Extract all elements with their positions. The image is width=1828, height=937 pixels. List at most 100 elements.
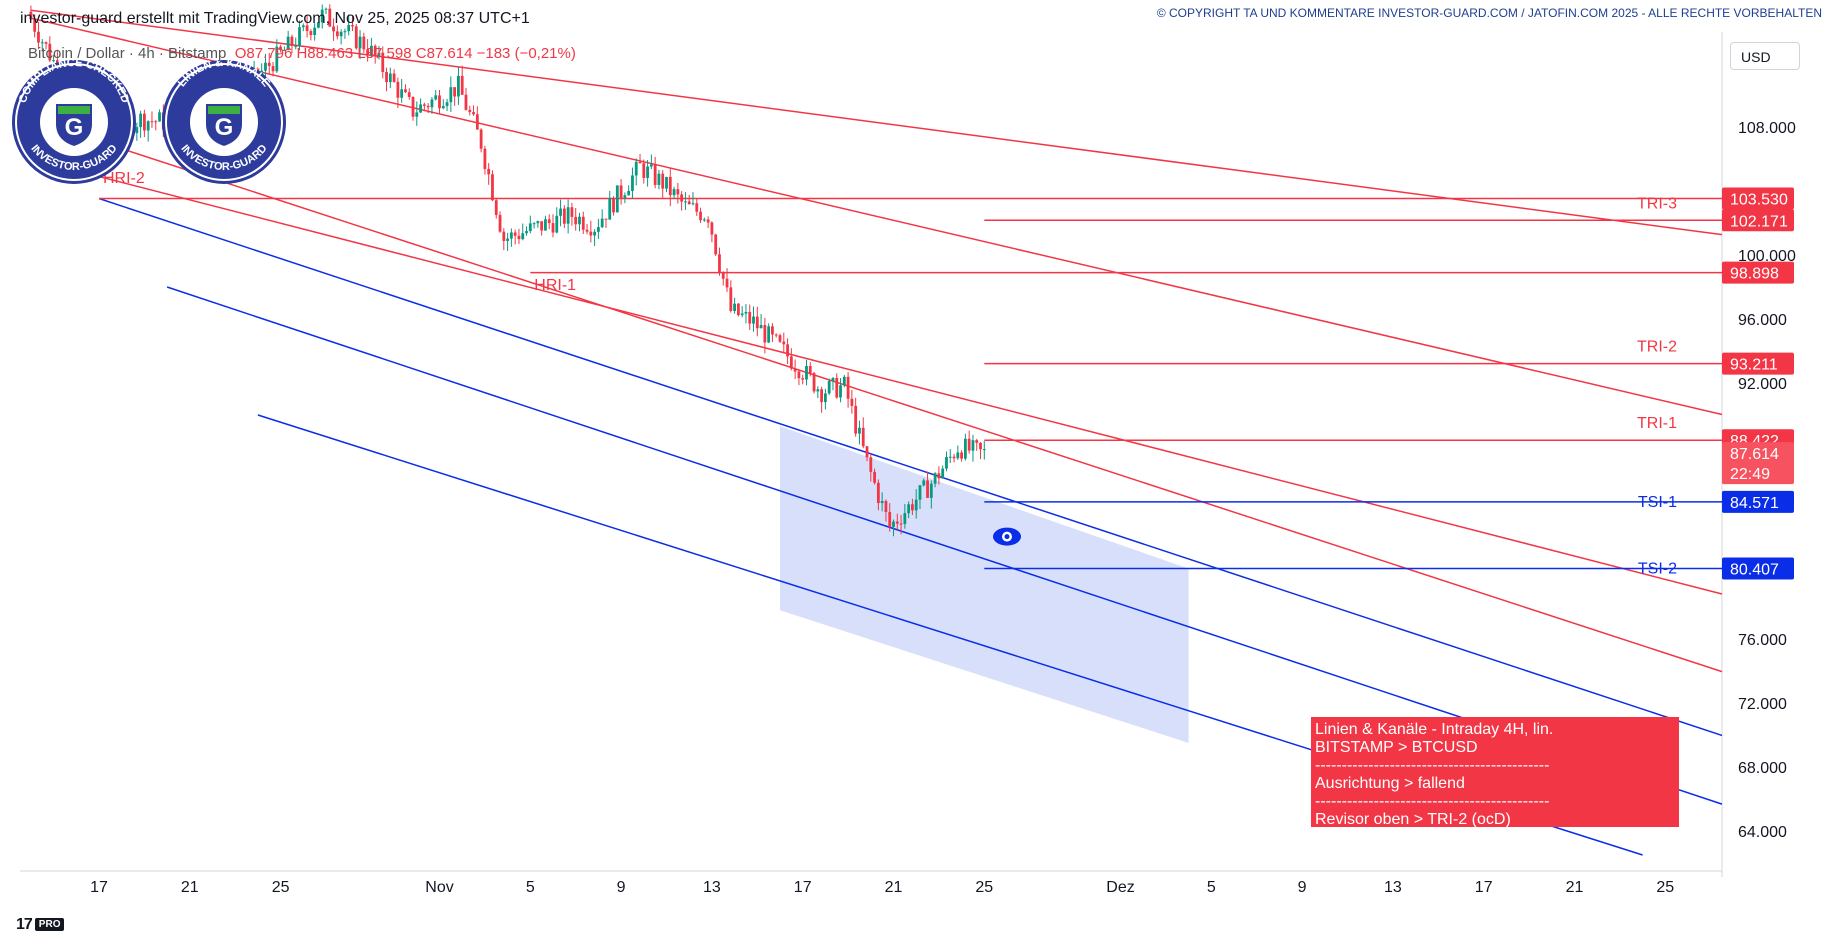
candle-body: [536, 221, 540, 224]
x-tick-label: 21: [885, 879, 903, 896]
shield-icon: [206, 104, 242, 146]
symbol-legend[interactable]: Bitcoin / Dollar · 4h · Bitstamp O87.796…: [28, 45, 576, 62]
candle-body: [317, 22, 320, 28]
candle-body: [975, 440, 979, 443]
last-price-label: 87.614: [1730, 446, 1779, 463]
tradingview-logo-mark: 17: [16, 916, 33, 933]
candle-body: [434, 95, 438, 100]
candle-body: [771, 326, 774, 335]
candle-body: [392, 73, 396, 82]
x-tick-label: 5: [526, 879, 535, 896]
x-tick-label: 25: [1656, 879, 1674, 896]
candle-body: [733, 303, 736, 311]
candle-body: [139, 113, 143, 128]
candle-body: [305, 25, 309, 32]
level-name-label: TRI-3: [1637, 195, 1677, 212]
y-tick-label: 96.000: [1738, 312, 1787, 329]
candle-body: [37, 31, 40, 43]
candle-body: [907, 504, 911, 514]
candle-body: [948, 456, 952, 458]
y-tick-label: 108.000: [1738, 120, 1796, 137]
candle-body: [358, 36, 362, 49]
candle-body: [827, 381, 831, 394]
candle-body: [275, 46, 279, 72]
candle-body: [661, 173, 665, 189]
symbol-name: Bitcoin / Dollar · 4h · Bitstamp: [28, 45, 227, 62]
candle-body: [941, 468, 945, 479]
candle-body: [774, 334, 778, 336]
y-tick-label: 68.000: [1738, 760, 1787, 777]
candle-body: [619, 185, 623, 198]
candle-body: [320, 9, 324, 23]
candle-body: [377, 52, 381, 56]
candle-body: [581, 216, 585, 230]
candle-body: [680, 194, 684, 202]
y-tick-label: 100.000: [1738, 248, 1796, 265]
candle-body: [506, 238, 509, 241]
pivot-label: HRI-1: [534, 277, 576, 294]
candle-body: [562, 208, 566, 224]
candle-body: [729, 287, 733, 311]
candle-body: [880, 500, 884, 504]
candle-body: [835, 378, 839, 398]
candle-body: [657, 173, 661, 185]
candle-body: [600, 218, 604, 228]
candle-body: [676, 189, 680, 195]
candle-body: [854, 405, 858, 434]
candle-body: [479, 129, 483, 149]
candle-body: [483, 148, 487, 169]
currency-selector[interactable]: USD: [1730, 42, 1800, 70]
price-tag: [1722, 261, 1794, 284]
countdown-label: 22:49: [1730, 466, 1770, 483]
candle-body: [366, 49, 370, 55]
candle-body: [426, 105, 430, 108]
candle-body: [404, 89, 407, 93]
info-line-revisor: Revisor oben > TRI-2 (ocD): [1315, 811, 1511, 828]
candle-body: [736, 303, 740, 316]
candle-body: [691, 203, 695, 205]
resistance-trend-line: [30, 9, 1723, 236]
candle-body: [33, 19, 37, 32]
x-tick-label: Nov: [425, 879, 453, 896]
candle-body: [301, 25, 305, 28]
candle-body: [555, 215, 559, 233]
candle-body: [725, 278, 729, 288]
x-tick-label: 21: [181, 879, 199, 896]
x-tick-label: 5: [1207, 879, 1216, 896]
candle-body: [604, 218, 608, 220]
candle-body: [842, 376, 846, 386]
candle-body: [29, 11, 33, 20]
target-zone: [780, 426, 1189, 743]
candle-body: [642, 163, 646, 178]
candle-body: [967, 438, 971, 451]
candle-body: [793, 368, 797, 372]
compliance-badge: G COMPLIANCE CHECKED INVESTOR-GUARD: [12, 57, 136, 184]
candle-body: [468, 109, 472, 113]
candle-body: [464, 94, 468, 110]
candle-body: [313, 27, 317, 35]
candle-body: [929, 483, 933, 498]
candle-body: [271, 66, 275, 72]
price-tag-label: 80.407: [1730, 561, 1779, 578]
candle-body: [646, 166, 649, 178]
candle-body: [309, 31, 313, 35]
candle-body: [430, 99, 434, 108]
x-tick-label: 9: [1298, 879, 1307, 896]
eye-icon-pupil: [1004, 534, 1010, 540]
candle-body: [574, 216, 578, 225]
candle-body: [979, 442, 982, 450]
candle-body: [570, 207, 574, 217]
candle-body: [684, 201, 687, 203]
x-tick-label: 13: [1384, 879, 1402, 896]
candle-body: [892, 521, 895, 527]
candle-body: [631, 175, 634, 191]
candle-body: [805, 366, 808, 380]
candle-body: [494, 200, 498, 215]
candle-body: [547, 219, 551, 224]
x-tick-label: 25: [272, 879, 290, 896]
level-name-label: TRI-1: [1637, 415, 1677, 432]
tradingview-logo[interactable]: 17 PRO: [16, 916, 65, 934]
y-tick-label: 92.000: [1738, 376, 1787, 393]
candle-body: [782, 341, 786, 345]
